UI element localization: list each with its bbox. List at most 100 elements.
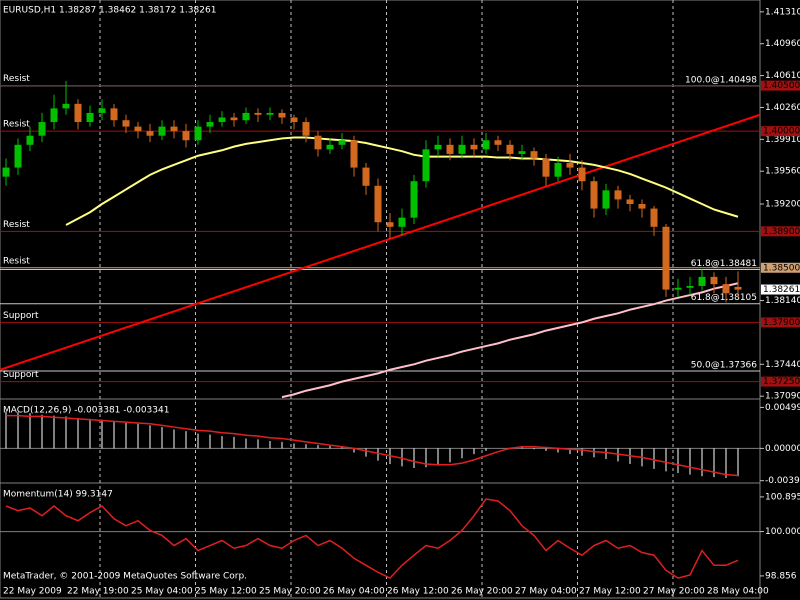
candle-body [446,144,454,154]
panel-title: MACD(12,26,9) -0.003381 -0.003341 [3,406,169,416]
candle-body [26,135,34,145]
y-tick-label: 98.856 [765,571,797,581]
x-tick-label: 27 May 04:00 [515,587,577,597]
candle-body [290,117,298,123]
copyright: MetaTrader, © 2001-2009 MetaQuotes Softw… [3,572,247,582]
level-value-label: 1.38900 [763,227,800,237]
candle-body [50,108,58,123]
y-tick-label: 1.40610 [765,71,800,81]
level-box [761,262,800,273]
panel-title: Momentum(14) 99.3147 [3,490,113,500]
level-label: Resist [3,120,30,130]
candle-body [326,144,334,150]
candle-body [218,117,226,123]
y-tick-label: 1.38140 [765,296,800,306]
candle-body [38,122,46,136]
candle-body [626,199,634,205]
candle-body [434,144,442,150]
y-tick-label: 1.40960 [765,39,800,49]
candle-body [122,120,130,127]
y-tick-label: 100.0000 [765,527,800,537]
candle-body [662,226,670,290]
level-label: Resist [3,256,30,266]
momentum-line [5,498,739,579]
y-tick-label: 1.40260 [765,103,800,113]
candle-body [314,135,322,150]
level-label: Support [3,311,39,321]
level-label: Resist [3,74,30,84]
candle-body [566,163,574,168]
candle-body [194,126,202,141]
y-tick-label: 1.39910 [765,135,800,145]
fib-label: 100.0@1.40498 [685,75,757,85]
candle-body [458,144,466,154]
plot-frame [0,0,761,599]
candle-body [686,285,694,288]
candle-body [230,117,238,121]
level-value-label: 1.40500 [763,81,800,91]
candle-body [674,287,682,290]
level-box [761,226,800,237]
x-tick-label: 25 May 04:00 [131,587,193,597]
y-tick-label: 1.41310 [765,7,800,17]
moving-average [65,136,739,226]
fib-label: 61.8@1.38105 [691,293,757,303]
candle-body [590,181,598,209]
candle-body [710,276,718,285]
candle-body [278,112,286,118]
candle-body [614,190,622,200]
y-tick-label: 100.8952 [765,492,800,502]
panel-title: EURUSD,H1 1.38287 1.38462 1.38172 1.3826… [3,6,216,16]
y-tick-label: 1.39200 [765,200,800,210]
x-tick-label: 26 May 12:00 [387,587,449,597]
y-tick-label: -0.00394 [765,476,800,486]
candle-body [158,126,166,136]
candle-body [386,222,394,227]
y-tick-label: 1.37440 [765,360,800,370]
candle-body [206,122,214,127]
candle-body [74,103,82,123]
candle-body [602,190,610,209]
candle-body [362,167,370,186]
candle-body [398,217,406,227]
level-value-label: 1.40000 [763,127,800,137]
candle-body [14,144,22,168]
candle-body [374,185,382,223]
x-tick-label: 27 May 20:00 [643,587,705,597]
candle-body [530,151,538,159]
level-box [761,80,800,91]
candle-body [266,112,274,115]
candle-body [698,276,706,286]
candle-body [554,163,562,177]
candle-body [494,140,502,145]
level-label: Support [3,370,39,380]
y-tick-label: 1.39560 [765,167,800,177]
trend-line [0,113,761,371]
candle-body [2,167,10,177]
y-tick-label: 0.00000 [765,444,800,454]
candle-body [506,144,514,154]
x-tick-label: 26 May 20:00 [451,587,513,597]
candle-body [146,131,154,136]
candle-body [470,144,478,150]
x-tick-label: 26 May 04:00 [323,587,385,597]
candle-body [734,286,742,290]
candle-body [578,167,586,182]
candle-body [182,131,190,141]
candle-body [242,112,250,121]
candle-body [302,122,310,136]
level-label: Resist [3,220,30,230]
x-tick-label: 22 May 2009 [3,587,62,597]
level-value-label: 1.38500 [763,263,800,273]
level-value-label: 1.37900 [763,318,800,328]
candle-body [410,181,418,218]
y-tick-label: 1.37090 [765,392,800,402]
x-tick-label: 25 May 12:00 [195,587,257,597]
level-box [761,317,800,328]
level-value-label: 1.37250 [763,377,800,387]
candle-body [722,284,730,294]
candle-body [518,151,526,154]
candle-body [350,140,358,168]
candle-body [62,103,70,109]
